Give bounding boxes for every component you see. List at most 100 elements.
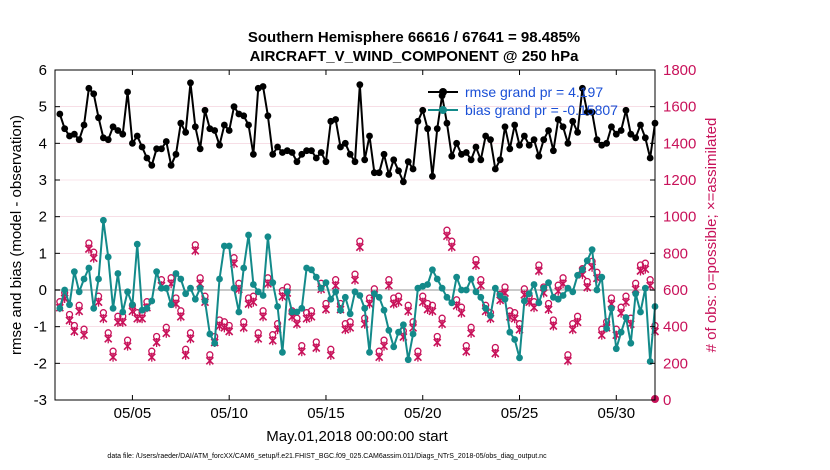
- rmse-point: [308, 147, 315, 155]
- bias-point: [472, 288, 480, 296]
- bias-point: [216, 275, 223, 283]
- bias-point: [332, 288, 340, 296]
- obs-assimilated-marker: [346, 323, 355, 333]
- rmse-point: [462, 149, 470, 156]
- y-tick-label-right: 1600: [663, 99, 696, 116]
- bias-point: [390, 343, 398, 351]
- obs-assimilated-marker: [186, 334, 195, 344]
- bias-point: [245, 231, 252, 239]
- rmse-point: [380, 150, 388, 158]
- bias-point: [211, 339, 219, 347]
- rmse-point: [399, 178, 407, 186]
- rmse-point: [216, 141, 223, 149]
- bias-point: [259, 292, 267, 299]
- bias-point: [409, 330, 417, 338]
- obs-assimilated-marker: [641, 264, 650, 274]
- bias-point: [433, 275, 441, 283]
- rmse-point: [467, 156, 475, 164]
- bias-point: [641, 284, 649, 292]
- rmse-point: [332, 116, 340, 123]
- y-tick-label-left: 2: [39, 209, 47, 226]
- bias-point: [322, 279, 330, 287]
- obs-assimilated-marker: [355, 242, 364, 252]
- bias-point: [293, 308, 301, 316]
- chart-title: Southern Hemisphere 66616 / 67641 = 98.4…: [248, 29, 580, 46]
- rmse-point: [61, 125, 69, 133]
- rmse-point: [225, 127, 233, 134]
- rmse-point: [322, 158, 330, 166]
- obs-assimilated-marker: [312, 343, 321, 353]
- bias-point: [511, 336, 519, 343]
- bias-point: [90, 304, 98, 312]
- obs-assimilated-marker: [75, 306, 84, 316]
- bias-point: [366, 348, 373, 356]
- y-tick-label-left: -3: [34, 392, 47, 409]
- rmse-point: [211, 127, 219, 134]
- rmse-point: [579, 84, 586, 92]
- rmse-point: [535, 152, 543, 160]
- obs-assimilated-marker: [471, 261, 481, 270]
- bias-point: [579, 266, 586, 274]
- rmse-point: [525, 141, 533, 149]
- bias-point: [133, 240, 141, 248]
- rmse-point: [80, 121, 88, 129]
- rmse-point: [191, 123, 199, 131]
- rmse-point: [114, 127, 122, 134]
- rmse-point: [95, 114, 102, 122]
- rmse-point: [545, 127, 552, 134]
- rmse-point: [182, 128, 190, 136]
- x-tick-label: 05/15: [307, 405, 345, 422]
- bias-point: [220, 242, 228, 250]
- y-tick-label-left: 6: [39, 62, 47, 79]
- bias-point: [491, 284, 499, 292]
- bias-point: [530, 281, 538, 288]
- bias-point: [269, 279, 277, 287]
- rmse-point: [443, 119, 451, 127]
- rmse-point: [419, 106, 427, 114]
- obs-assimilated-marker: [321, 305, 331, 314]
- bias-point: [458, 286, 465, 294]
- bias-point: [61, 286, 69, 294]
- rmse-point: [167, 161, 175, 169]
- y-tick-label-right: 1200: [663, 172, 696, 189]
- bias-point: [545, 279, 552, 287]
- rmse-point: [312, 154, 320, 162]
- bias-point: [75, 288, 83, 296]
- bias-point: [153, 268, 161, 276]
- rmse-point: [632, 134, 640, 142]
- obs-assimilated-marker: [438, 319, 447, 329]
- obs-assimilated-marker: [205, 356, 214, 366]
- rmse-point: [637, 121, 644, 129]
- obs-assimilated-marker: [394, 297, 403, 307]
- bias-point: [632, 290, 640, 298]
- rmse-point: [433, 125, 441, 133]
- rmse-point: [574, 128, 581, 136]
- y-tick-label-right: 1000: [663, 209, 696, 226]
- grid: [55, 106, 655, 364]
- y-tick-label-left: 4: [39, 135, 47, 152]
- rmse-point: [70, 130, 78, 138]
- obs-assimilated-marker: [302, 314, 311, 324]
- rmse-point: [230, 103, 238, 111]
- x-axis-label: May.01,2018 00:00:00 start: [266, 428, 448, 445]
- bias-point: [516, 354, 523, 362]
- bias-point: [588, 246, 596, 254]
- y-tick-label-left: -2: [34, 355, 47, 372]
- bias-point: [501, 295, 509, 303]
- x-tick-label: 05/10: [210, 405, 248, 422]
- rmse-point: [90, 90, 98, 98]
- bias-point: [56, 304, 64, 312]
- obs-assimilated-marker: [457, 308, 466, 318]
- bias-point: [66, 301, 73, 309]
- rmse-point: [530, 136, 538, 144]
- obs-assimilated-marker: [239, 323, 248, 333]
- rmse-point: [491, 165, 499, 173]
- y-tick-label-left: -1: [34, 319, 47, 336]
- bias-point: [404, 356, 412, 364]
- rmse-point: [259, 83, 267, 90]
- bias-point: [308, 266, 315, 274]
- y-axis-label-left: rmse and bias (model - observation): [8, 115, 25, 355]
- bias-point: [540, 284, 548, 292]
- y-tick-label-right: 800: [663, 245, 688, 262]
- obs-assimilated-marker: [152, 338, 161, 347]
